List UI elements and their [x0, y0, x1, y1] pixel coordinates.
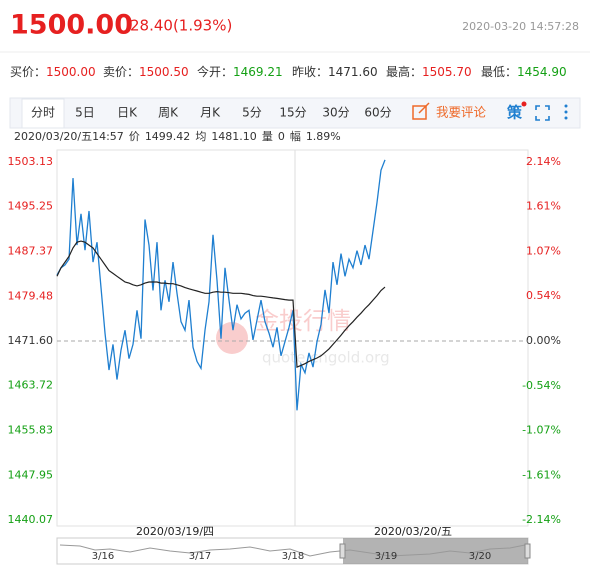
- chart: 1503.13 1495.25 1487.37 1479.48 1471.60 1463.…: [8, 149, 561, 538]
- navigator-label: 3/17: [189, 551, 211, 562]
- y2-tick-label: 2.14%: [526, 155, 561, 168]
- quote: 今开：1469.21: [197, 64, 283, 79]
- y-tick-label: 1471.60: [8, 334, 54, 347]
- quote-label: 最低：: [481, 65, 517, 79]
- badge: [521, 101, 527, 107]
- y-tick-label: 1495.25: [8, 200, 54, 213]
- watermark: 金投行情 quote.cngold.org: [216, 307, 390, 367]
- y2-tick-label: 0.54%: [526, 289, 561, 302]
- info-volume-label: 量: [262, 130, 273, 143]
- y2-tick-label: -2.14%: [522, 513, 561, 526]
- change: 28.40(1.93%): [130, 17, 232, 35]
- fullscreen-icon[interactable]: [535, 105, 550, 121]
- info-line: 2020/03/20/五14:57 价 1499.42 均 1481.10 量 0 幅 1.89…: [14, 130, 341, 143]
- y2-tick-label: -0.54%: [522, 379, 561, 392]
- tab[interactable]: 日K: [117, 106, 138, 120]
- quote-value: 1454.90: [517, 65, 567, 79]
- y2-tick-label: -1.61%: [522, 469, 561, 482]
- info-range-label: 幅: [290, 130, 301, 143]
- info-price: 1499.42: [145, 130, 191, 143]
- tab[interactable]: 5分: [242, 106, 262, 120]
- tab[interactable]: 周K: [158, 106, 179, 120]
- info-avg-label: 均: [195, 130, 206, 143]
- y2-tick-label: 1.07%: [526, 245, 561, 258]
- tab[interactable]: 月K: [200, 106, 221, 120]
- strategy-button[interactable]: 策: [506, 104, 523, 122]
- y-tick-label: 1455.83: [8, 424, 54, 437]
- info-text: 2020/03/20/五14:57 价 1499.42 均 1481.10 量 0 幅 1.89…: [14, 130, 341, 143]
- y2-tick-label: 1.61%: [526, 199, 561, 212]
- y2-tick-label: -1.07%: [522, 424, 561, 437]
- navigator-label: 3/16: [92, 551, 114, 562]
- quote-value: 1500.00: [46, 65, 96, 79]
- tabs: 分时 5日 日K 周K 月K 5分 15分 30分 60分: [31, 106, 392, 120]
- quote-label: 昨收：: [292, 65, 328, 79]
- navigator-label: 3/20: [469, 551, 491, 562]
- price: 1500.00: [10, 10, 133, 41]
- quote-label: 买价：: [10, 65, 46, 79]
- info-price-label: 价: [129, 130, 140, 143]
- y-tick-label: 1447.95: [8, 468, 54, 481]
- quote: 最高：1505.70: [386, 64, 472, 79]
- tab[interactable]: 5日: [75, 106, 95, 120]
- price-line: [56, 159, 386, 411]
- watermark-site: quote.cngold.org: [262, 349, 390, 367]
- comment-button[interactable]: 我要评论: [436, 105, 487, 120]
- quotes: 买价：1500.00 卖价：1500.50 今开：1469.21 昨收：1471.60…: [10, 64, 567, 79]
- watermark-brand: 金投行情: [255, 307, 351, 335]
- time: 2020-03-20 14:57:28: [462, 20, 579, 33]
- average-line: [56, 240, 386, 368]
- info-time: 2020/03/20/五14:57: [14, 130, 124, 143]
- tab[interactable]: 分时: [31, 106, 55, 120]
- tab[interactable]: 60分: [364, 106, 391, 120]
- menu-icon[interactable]: [564, 104, 568, 120]
- tab[interactable]: 30分: [322, 106, 349, 120]
- y-tick-label: 1487.37: [8, 244, 54, 257]
- quote-value: 1505.70: [422, 65, 472, 79]
- quote-value: 1471.60: [328, 65, 378, 79]
- info-volume: 0: [278, 130, 285, 143]
- quote: 最低：1454.90: [481, 65, 567, 79]
- info-range: 1.89%: [306, 130, 341, 143]
- navigator-label: 3/19: [375, 551, 397, 562]
- y-tick-label: 1503.13: [8, 155, 54, 168]
- y2-tick-label: 0.00%: [526, 334, 561, 347]
- quote-label: 卖价：: [103, 65, 139, 79]
- quote-label: 今开：: [197, 64, 233, 79]
- quote-value: 1469.21: [233, 65, 283, 79]
- edit-icon: [412, 102, 430, 120]
- y-tick-label: 1463.72: [8, 379, 54, 392]
- y-tick-label: 1479.48: [8, 289, 54, 302]
- info-avg: 1481.10: [211, 130, 257, 143]
- active-tab: [21, 98, 65, 129]
- plot-frame: [56, 149, 529, 527]
- x-tick-label: 2020/03/19/四: [136, 525, 214, 538]
- x-tick-label: 2020/03/20/五: [374, 525, 452, 538]
- navigator: [56, 537, 531, 565]
- quote: 昨收：1471.60: [292, 65, 378, 79]
- quote-value: 1500.50: [139, 65, 189, 79]
- quote: 买价：1500.00: [10, 65, 96, 79]
- quote: 卖价：1500.50: [103, 65, 189, 79]
- tab-bar: [9, 97, 581, 129]
- navigator-labels: 3/16 3/17 3/18 3/19 3/20: [92, 551, 491, 562]
- tab[interactable]: 15分: [279, 106, 306, 120]
- quote-label: 最高：: [386, 64, 422, 79]
- navigator-label: 3/18: [282, 551, 304, 562]
- y-tick-label: 1440.07: [8, 513, 54, 526]
